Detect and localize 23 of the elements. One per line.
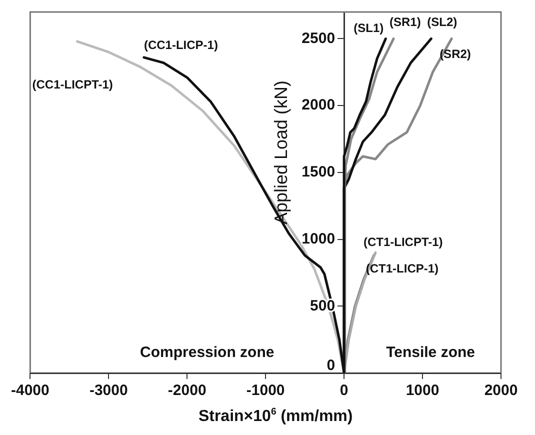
series-label: (CC1-LICP-1) bbox=[144, 38, 218, 52]
series-label: (SR2) bbox=[440, 47, 471, 62]
annotation: Tensile zone bbox=[386, 344, 475, 362]
y-tick-label: 1500 bbox=[302, 164, 336, 181]
y-tick-label: 0 bbox=[326, 357, 336, 374]
x-tick-label: -4000 bbox=[10, 382, 50, 400]
series-label: (CT1-LICP-1) bbox=[366, 262, 439, 276]
series-label: (SR1) bbox=[389, 15, 421, 30]
x-tick-label: 1000 bbox=[406, 382, 440, 400]
annotation: Compression zone bbox=[140, 344, 274, 362]
series-label: (CT1-LICPT-1) bbox=[363, 234, 443, 249]
x-tick-label: -1000 bbox=[246, 382, 285, 400]
x-tick-label: 2000 bbox=[484, 382, 518, 400]
y-axis-title: Applied Load (kN) bbox=[271, 80, 292, 225]
y-tick-label: 2000 bbox=[302, 96, 336, 114]
series-label: (CC1-LICPT-1) bbox=[32, 78, 113, 92]
y-tick-label: 2500 bbox=[302, 30, 336, 47]
series-label: (SL1) bbox=[354, 21, 384, 36]
x-tick-label: 0 bbox=[340, 382, 348, 400]
y-tick-label: 1000 bbox=[302, 230, 336, 248]
series-label: (SL2) bbox=[427, 15, 458, 30]
x-tick-label: -2000 bbox=[168, 382, 206, 400]
x-tick-label: -3000 bbox=[89, 382, 128, 400]
